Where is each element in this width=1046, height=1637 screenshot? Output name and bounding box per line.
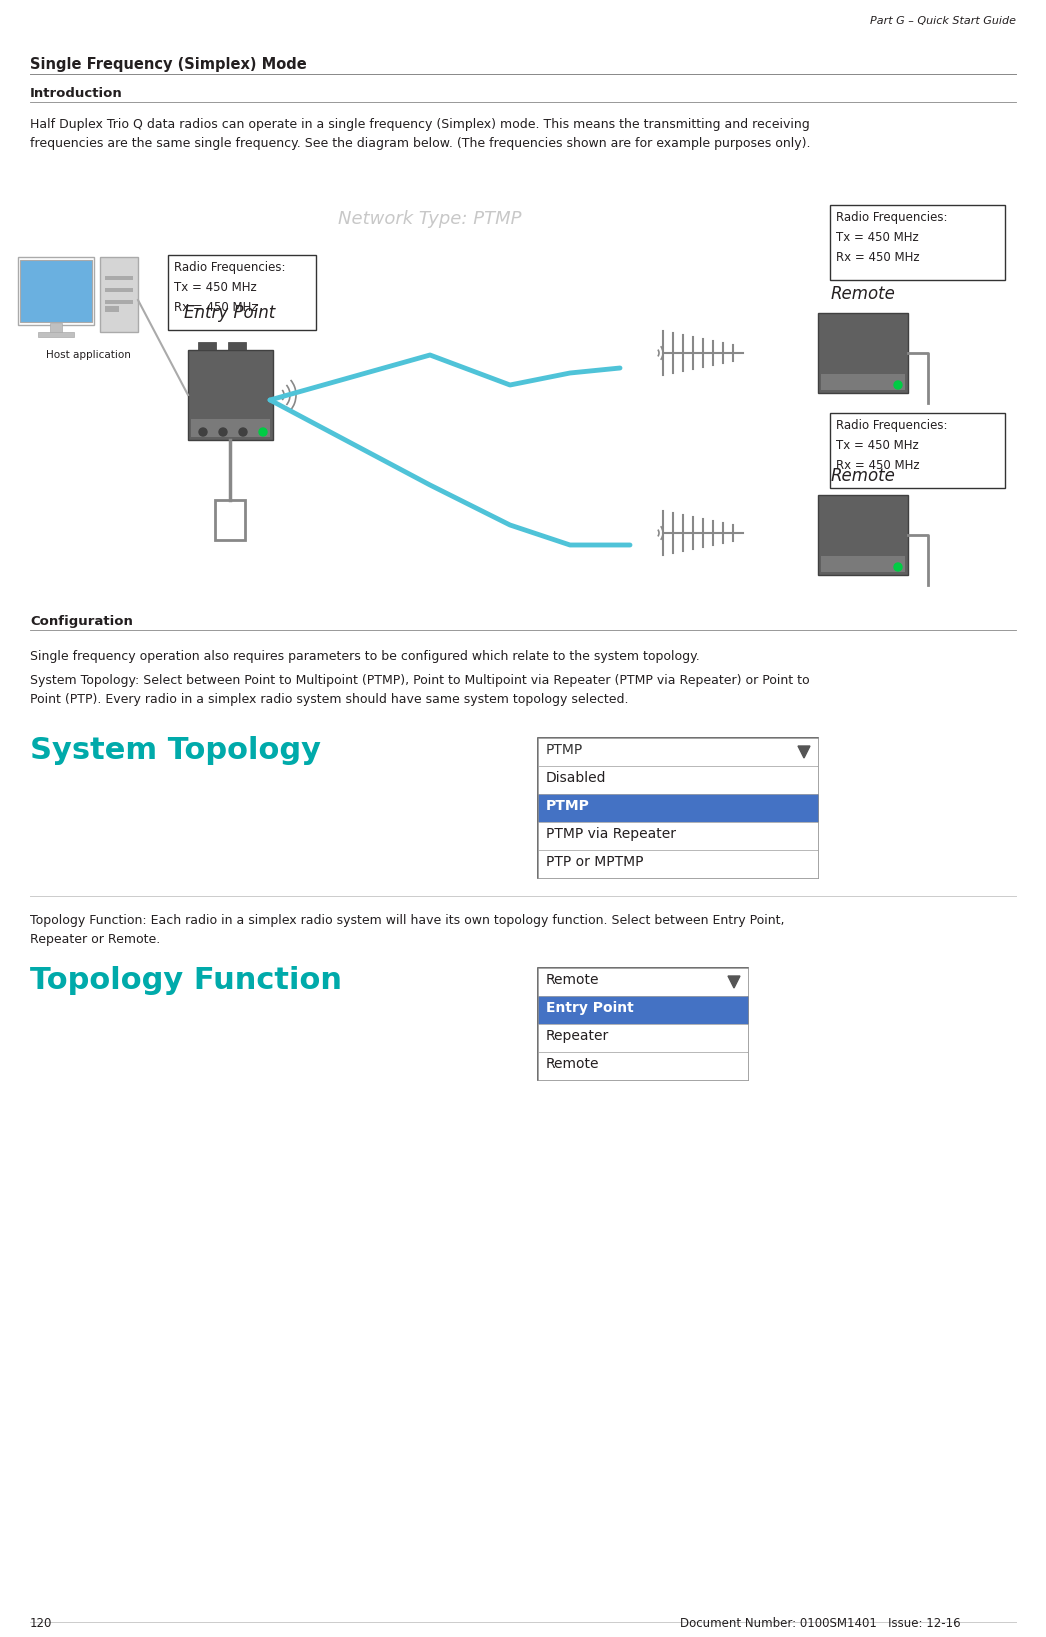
Text: Entry Point: Entry Point bbox=[184, 304, 276, 322]
Bar bbox=[100, 257, 138, 332]
Bar bbox=[538, 822, 818, 850]
Bar bbox=[818, 313, 908, 393]
Text: Radio Frequencies:
Tx = 450 MHz
Rx = 450 MHz: Radio Frequencies: Tx = 450 MHz Rx = 450… bbox=[836, 211, 948, 264]
Text: System Topology: System Topology bbox=[30, 737, 321, 764]
Bar bbox=[538, 794, 818, 822]
Bar bbox=[50, 322, 62, 332]
Bar bbox=[18, 257, 94, 326]
Circle shape bbox=[894, 563, 902, 571]
Polygon shape bbox=[728, 976, 740, 989]
Text: Host application: Host application bbox=[46, 350, 131, 360]
Text: Introduction: Introduction bbox=[30, 87, 122, 100]
Bar bbox=[829, 413, 1005, 488]
Text: Remote: Remote bbox=[831, 285, 895, 303]
Bar bbox=[168, 255, 316, 331]
Bar bbox=[105, 306, 119, 313]
Bar bbox=[821, 373, 905, 390]
Text: Topology Function: Each radio in a simplex radio system will have its own topolo: Topology Function: Each radio in a simpl… bbox=[30, 913, 784, 946]
Bar bbox=[538, 1053, 748, 1080]
Bar bbox=[821, 557, 905, 571]
Text: Configuration: Configuration bbox=[30, 616, 133, 629]
Text: Network Type: PTMP: Network Type: PTMP bbox=[338, 210, 522, 228]
Text: Entry Point: Entry Point bbox=[546, 1000, 634, 1015]
Text: Radio Frequencies:
Tx = 450 MHz
Rx = 450 MHz: Radio Frequencies: Tx = 450 MHz Rx = 450… bbox=[836, 419, 948, 471]
Bar bbox=[228, 342, 246, 350]
Text: PTP or MPTMP: PTP or MPTMP bbox=[546, 855, 643, 869]
Bar bbox=[105, 288, 133, 291]
Bar bbox=[188, 350, 273, 440]
Text: Document Number: 0100SM1401   Issue: 12-16: Document Number: 0100SM1401 Issue: 12-16 bbox=[680, 1617, 960, 1630]
Bar bbox=[538, 967, 748, 1080]
Text: PTMP: PTMP bbox=[546, 743, 584, 756]
Bar bbox=[538, 850, 818, 877]
Text: Remote: Remote bbox=[546, 1058, 599, 1071]
Circle shape bbox=[199, 427, 207, 435]
Bar bbox=[538, 738, 818, 766]
Bar bbox=[105, 300, 133, 304]
Text: Remote: Remote bbox=[831, 467, 895, 485]
Circle shape bbox=[259, 427, 267, 435]
Text: Remote: Remote bbox=[546, 972, 599, 987]
Bar bbox=[829, 205, 1005, 280]
Text: Radio Frequencies:
Tx = 450 MHz
Rx = 450 MHz: Radio Frequencies: Tx = 450 MHz Rx = 450… bbox=[174, 260, 286, 314]
Text: Disabled: Disabled bbox=[546, 771, 607, 786]
Text: 120: 120 bbox=[30, 1617, 52, 1630]
Bar bbox=[818, 494, 908, 575]
Bar bbox=[20, 260, 92, 322]
Bar bbox=[538, 995, 748, 1025]
Text: Single Frequency (Simplex) Mode: Single Frequency (Simplex) Mode bbox=[30, 57, 306, 72]
Polygon shape bbox=[798, 746, 810, 758]
Bar bbox=[191, 419, 270, 437]
Circle shape bbox=[894, 381, 902, 390]
Bar bbox=[198, 342, 217, 350]
Text: Topology Function: Topology Function bbox=[30, 966, 342, 995]
Bar bbox=[38, 332, 74, 337]
Bar bbox=[538, 766, 818, 794]
Text: Half Duplex Trio Q data radios can operate in a single frequency (Simplex) mode.: Half Duplex Trio Q data radios can opera… bbox=[30, 118, 811, 149]
Bar bbox=[538, 1025, 748, 1053]
Text: Part G – Quick Start Guide: Part G – Quick Start Guide bbox=[870, 16, 1016, 26]
Text: System Topology: Select between Point to Multipoint (PTMP), Point to Multipoint : System Topology: Select between Point to… bbox=[30, 674, 810, 706]
Text: PTMP via Repeater: PTMP via Repeater bbox=[546, 827, 676, 841]
Text: PTMP: PTMP bbox=[546, 799, 590, 814]
Bar bbox=[105, 277, 133, 280]
Circle shape bbox=[219, 427, 227, 435]
Text: Repeater: Repeater bbox=[546, 1030, 609, 1043]
Bar bbox=[538, 738, 818, 877]
Bar bbox=[538, 967, 748, 995]
Text: Single frequency operation also requires parameters to be configured which relat: Single frequency operation also requires… bbox=[30, 650, 700, 663]
Circle shape bbox=[238, 427, 247, 435]
Bar bbox=[215, 499, 245, 540]
